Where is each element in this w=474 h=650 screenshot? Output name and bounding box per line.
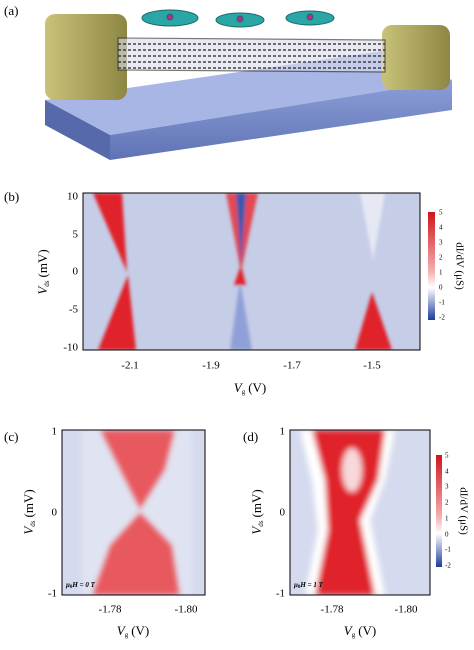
colorbar-tick-label: 3	[445, 483, 449, 491]
colorbar-tick-label: 0	[445, 531, 449, 539]
y-axis-label: Vds(mV)	[21, 489, 37, 534]
colorbar-tick-label: 5	[445, 452, 449, 460]
panel-label: (b)	[4, 189, 19, 204]
y-tick-label: 1	[280, 426, 286, 438]
x-tick-label: -1.7	[283, 360, 301, 372]
colorbar-tick-label: 5	[439, 209, 443, 217]
y-tick-label: 10	[67, 191, 79, 203]
y-tick-label: -5	[69, 304, 79, 316]
x-tick-label: -1.5	[363, 360, 381, 372]
colorbar	[436, 455, 442, 567]
x-tick-label: -1.78	[99, 604, 122, 616]
y-tick-label: 5	[73, 229, 79, 241]
electrode	[45, 14, 127, 100]
y-tick-label: -1	[48, 588, 57, 600]
axes-frame	[82, 192, 421, 351]
x-axis-label: Vg (V)	[117, 623, 150, 639]
colorbar-tick-label: 0	[439, 284, 443, 292]
x-axis-label: Vg (V)	[234, 380, 267, 396]
colorbar-tick-label: 2	[445, 499, 449, 507]
panel-label: (d)	[243, 429, 258, 444]
colorbar-tick-label: 3	[439, 239, 443, 247]
colorbar-label: dI/dV (μS)	[453, 242, 465, 290]
x-tick-label: -2.1	[121, 360, 138, 372]
x-axis-label: Vg (V)	[344, 623, 377, 639]
x-tick-label: -1.80	[395, 604, 418, 616]
colorbar-label: dI/dV (μS)	[457, 487, 469, 535]
electrode	[382, 25, 450, 90]
x-tick-label: -1.80	[175, 604, 198, 616]
molecules	[141, 9, 335, 28]
colorbar-tick-label: 2	[439, 254, 443, 262]
colorbar-tick-label: -1	[445, 546, 451, 554]
annotation: μ0H = 1 T	[293, 581, 324, 591]
substrate-side	[45, 100, 110, 160]
panel-label: (a)	[4, 3, 18, 18]
axes-frame	[61, 429, 206, 596]
panel-b: (b) 10 5 0 -5 -10 -2.1 -1.9 -1.7 -1.5 Vd…	[4, 189, 465, 396]
colorbar-tick-label: 4	[439, 224, 443, 232]
x-tick-label: -1.9	[202, 360, 220, 372]
panel-d: (d) 1 0 -1 -1.78 -1.80 μ0H = 1 T Vds(mV)…	[243, 426, 469, 639]
y-tick-label: -1	[276, 588, 285, 600]
substrate-front	[110, 80, 452, 160]
y-tick-label: 0	[73, 266, 79, 278]
y-axis-label: Vds(mV)	[35, 249, 51, 294]
panel-a: (a)	[4, 3, 452, 160]
y-axis-label: Vds(mV)	[249, 489, 265, 534]
y-tick-label: 1	[52, 426, 58, 438]
colorbar	[428, 212, 435, 320]
y-tick-label: -10	[63, 342, 78, 354]
colorbar-tick-label: -2	[439, 314, 445, 322]
colorbar-tick-label: 1	[445, 515, 449, 523]
heatmap-features	[300, 430, 395, 595]
panel-c: (c) 1 0 -1 -1.78 -1.80 μ0H = 0 T Vds(mV)…	[4, 426, 206, 639]
heatmap-features	[93, 193, 392, 350]
panel-label: (c)	[4, 429, 18, 444]
annotation: μ0H = 0 T	[65, 581, 96, 591]
colorbar-tick-label: 4	[445, 468, 449, 476]
colorbar-tick-label: -1	[439, 299, 445, 307]
nanotube	[117, 37, 386, 73]
y-tick-label: 0	[52, 507, 58, 519]
colorbar-tick-label: -2	[445, 562, 451, 570]
axes-frame	[289, 429, 431, 596]
x-tick-label: -1.78	[321, 604, 344, 616]
heatmap-features	[82, 430, 192, 595]
y-tick-label: 0	[280, 507, 286, 519]
colorbar-tick-label: 1	[439, 269, 443, 277]
